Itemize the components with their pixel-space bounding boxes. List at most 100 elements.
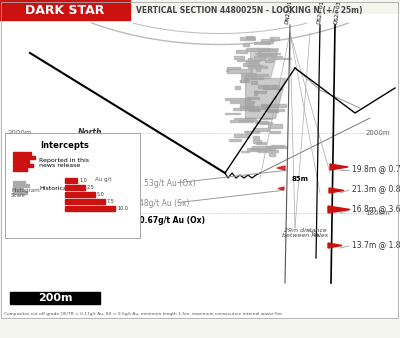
Text: Historical: Historical xyxy=(39,187,69,192)
Text: DN23-01: DN23-01 xyxy=(285,0,293,24)
Bar xyxy=(258,52,261,54)
Bar xyxy=(251,77,256,78)
Bar xyxy=(271,145,284,147)
Text: 36.6m @ 3.53g/t Au (Ox): 36.6m @ 3.53g/t Au (Ox) xyxy=(100,178,196,188)
Bar xyxy=(237,60,260,61)
Bar xyxy=(258,149,278,152)
Bar xyxy=(244,75,248,78)
Bar xyxy=(235,86,240,89)
Bar xyxy=(246,61,258,64)
Text: Composites cut off grade OX/TR = 0.17g/t Au, SX = 0.5g/t Au, minimum length 1.5m: Composites cut off grade OX/TR = 0.17g/t… xyxy=(4,312,282,316)
Bar xyxy=(246,35,254,39)
Text: North
FS $1750
Pit Shell: North FS $1750 Pit Shell xyxy=(70,128,110,158)
Bar xyxy=(255,122,272,123)
Text: Intercepts: Intercepts xyxy=(40,141,89,150)
Bar xyxy=(261,118,272,119)
Bar xyxy=(13,188,23,190)
Text: 10.0: 10.0 xyxy=(117,206,128,211)
Bar xyxy=(254,42,270,44)
Bar xyxy=(260,39,273,43)
Text: 21.3m @ 0.86g/t Au (Sx): 21.3m @ 0.86g/t Au (Sx) xyxy=(352,186,400,194)
Bar xyxy=(13,152,31,155)
Bar xyxy=(225,113,240,114)
Bar xyxy=(253,136,259,139)
Text: VERTICAL SECTION 4480025N - LOOKING N (+/- 25m): VERTICAL SECTION 4480025N - LOOKING N (+… xyxy=(136,5,362,15)
Text: Reported in this
news release: Reported in this news release xyxy=(39,158,89,168)
Bar xyxy=(258,84,275,88)
Bar xyxy=(65,178,77,183)
Bar xyxy=(262,88,282,89)
Text: 1800m: 1800m xyxy=(365,210,390,216)
Bar xyxy=(13,168,27,171)
Bar xyxy=(243,43,249,46)
Bar xyxy=(65,192,95,197)
Bar xyxy=(234,134,249,137)
Bar xyxy=(270,130,280,133)
Bar xyxy=(13,156,35,159)
Bar xyxy=(265,109,284,111)
Bar xyxy=(246,48,270,51)
Bar xyxy=(260,54,267,57)
Text: 29m distance
between holes: 29m distance between holes xyxy=(282,227,328,238)
Bar xyxy=(270,37,279,40)
Bar xyxy=(226,70,229,71)
Bar xyxy=(240,38,255,40)
Bar xyxy=(13,191,27,193)
Bar xyxy=(13,160,29,163)
Bar xyxy=(240,106,259,110)
Bar xyxy=(230,120,253,122)
Bar xyxy=(248,58,252,61)
Bar xyxy=(250,148,275,150)
Bar xyxy=(241,73,256,75)
Bar xyxy=(240,80,245,82)
Bar xyxy=(225,98,250,100)
Text: DARK STAR: DARK STAR xyxy=(25,3,105,17)
Bar xyxy=(255,91,266,93)
Bar xyxy=(227,69,252,73)
Bar xyxy=(256,68,260,71)
Bar xyxy=(5,133,140,238)
Bar xyxy=(65,199,105,204)
Bar xyxy=(255,53,280,54)
Text: 45.7m @ 0.67g/t Au (Ox): 45.7m @ 0.67g/t Au (Ox) xyxy=(100,215,205,224)
Polygon shape xyxy=(330,164,348,170)
Text: Histogram
Scale: Histogram Scale xyxy=(11,188,40,198)
Bar xyxy=(261,105,268,109)
Bar xyxy=(234,56,244,58)
Bar xyxy=(234,118,256,119)
Text: 1.0: 1.0 xyxy=(79,178,87,183)
Polygon shape xyxy=(277,166,285,170)
Bar xyxy=(246,74,268,76)
Text: 4.6m @ 2.48g/t Au (Sx): 4.6m @ 2.48g/t Au (Sx) xyxy=(100,198,189,208)
Bar xyxy=(258,49,276,51)
Bar xyxy=(1,14,399,318)
Text: 7.5: 7.5 xyxy=(107,199,115,204)
Bar xyxy=(260,121,268,124)
Polygon shape xyxy=(328,206,350,213)
Bar xyxy=(13,180,25,183)
Bar xyxy=(240,104,253,108)
Bar xyxy=(232,108,241,110)
Bar xyxy=(10,292,100,304)
Text: 13.7m @ 1.82g/t Au (Ox): 13.7m @ 1.82g/t Au (Ox) xyxy=(352,241,400,250)
Text: DS24-03: DS24-03 xyxy=(334,0,342,24)
Bar xyxy=(65,185,85,190)
Bar xyxy=(267,54,272,56)
Text: Au g/t: Au g/t xyxy=(95,177,112,183)
Bar xyxy=(244,130,249,132)
Bar xyxy=(261,104,286,107)
Bar xyxy=(230,100,254,102)
Bar xyxy=(243,64,259,67)
Bar xyxy=(239,120,257,121)
Bar xyxy=(13,164,33,167)
Bar xyxy=(248,67,267,68)
Bar xyxy=(254,56,264,60)
Bar xyxy=(268,110,278,112)
Bar xyxy=(241,76,263,79)
Bar xyxy=(264,86,269,89)
Bar xyxy=(249,108,260,111)
Text: 16.8m @ 3.65g/t Au (Sx): 16.8m @ 3.65g/t Au (Sx) xyxy=(352,206,400,215)
Bar xyxy=(271,56,282,57)
Bar xyxy=(0,0,130,20)
Bar xyxy=(269,153,275,156)
